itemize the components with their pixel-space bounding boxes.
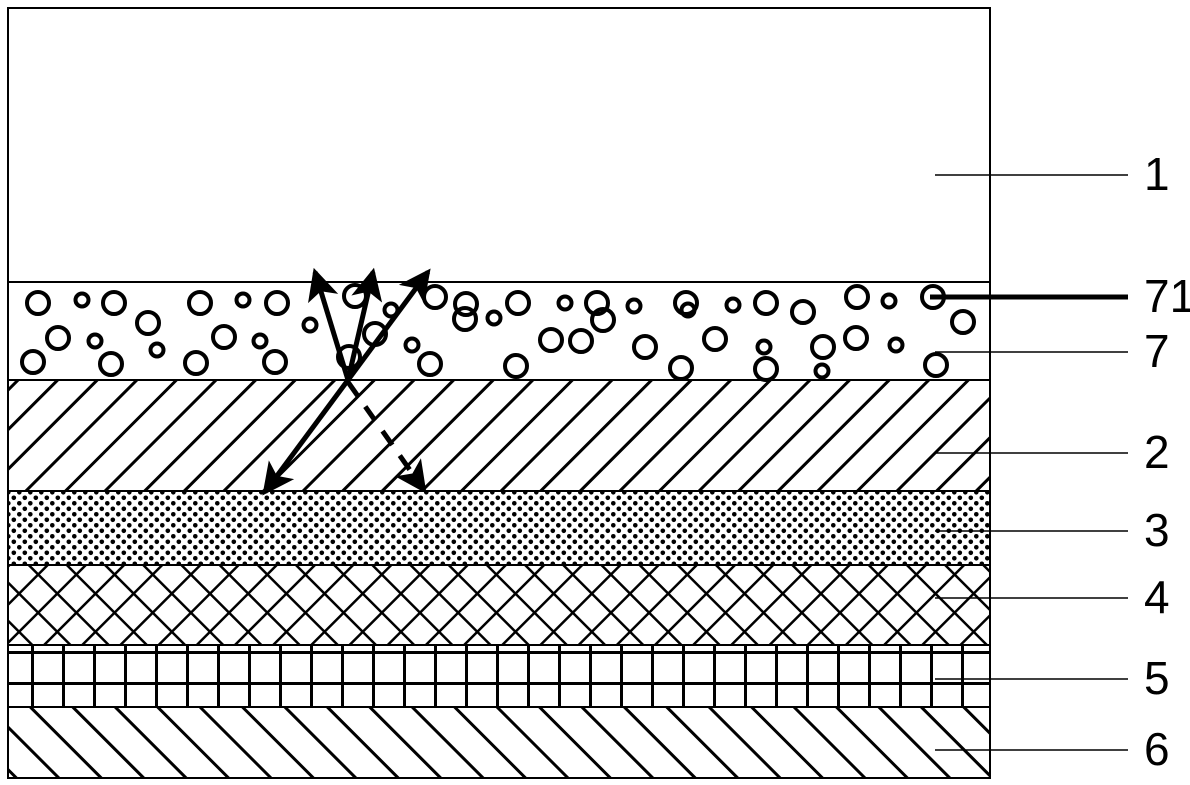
reference-numeral-71: 71 <box>1144 273 1190 319</box>
layer-2-body <box>8 380 990 491</box>
layer-4-body <box>8 565 990 645</box>
layer-5-body <box>8 645 990 707</box>
reference-numeral-3: 3 <box>1144 507 1170 553</box>
layer-stack <box>8 8 990 778</box>
reference-numeral-6: 6 <box>1144 726 1170 772</box>
diagram-canvas: 1 71 7 2 3 4 5 6 <box>0 0 1190 785</box>
layer-3-body <box>8 491 990 565</box>
reference-numeral-1: 1 <box>1144 151 1170 197</box>
reference-numeral-5: 5 <box>1144 655 1170 701</box>
reference-numeral-2: 2 <box>1144 429 1170 475</box>
layer-1-body <box>8 8 990 282</box>
reference-numeral-4: 4 <box>1144 574 1170 620</box>
reference-numeral-7: 7 <box>1144 328 1170 374</box>
cross-section-figure <box>0 0 1190 785</box>
layer-6-body <box>8 707 990 778</box>
